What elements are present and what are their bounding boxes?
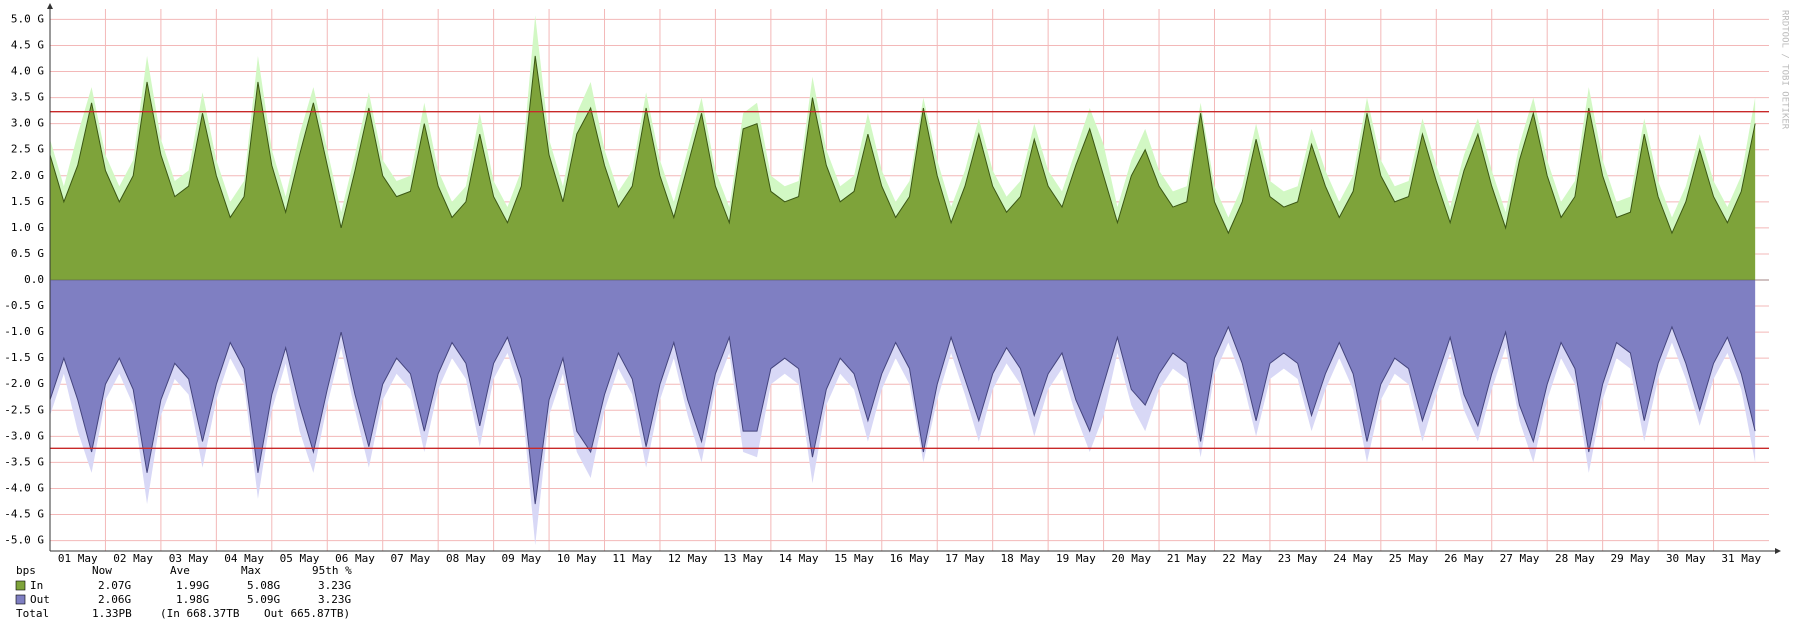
legend-swatch — [15, 580, 26, 591]
y-tick-label: 2.5 G — [11, 143, 44, 156]
y-tick-label: 4.5 G — [11, 38, 44, 51]
x-tick-label: 19 May — [1056, 552, 1096, 565]
area — [50, 280, 1756, 505]
x-tick-label: 30 May — [1666, 552, 1706, 565]
y-tick-label: -0.5 G — [4, 299, 44, 312]
y-tick-label: 5.0 G — [11, 12, 44, 25]
y-tick-label: 3.0 G — [11, 117, 44, 130]
legend-value: 5.09G — [247, 593, 280, 606]
legend-total: 1.33PB — [92, 607, 132, 620]
y-tick-label: -3.0 G — [4, 429, 44, 442]
y-axis-arrow — [47, 3, 53, 9]
legend-header: Ave — [170, 564, 190, 577]
legend-header: Max — [241, 564, 261, 577]
x-tick-label: 13 May — [723, 552, 763, 565]
x-tick-label: 03 May — [169, 552, 209, 565]
x-tick-label: 24 May — [1333, 552, 1373, 565]
x-tick-label: 20 May — [1111, 552, 1151, 565]
x-tick-label: 14 May — [779, 552, 819, 565]
y-tick-label: 0.5 G — [11, 247, 44, 260]
legend-value: 3.23G — [318, 579, 351, 592]
legend-total: Total — [16, 607, 49, 620]
y-tick-label: -3.5 G — [4, 455, 44, 468]
y-tick-label: -5.0 G — [4, 534, 44, 547]
x-tick-label: 08 May — [446, 552, 486, 565]
y-tick-label: -4.0 G — [4, 481, 44, 494]
legend-value: 3.23G — [318, 593, 351, 606]
legend-total: Out 665.87TB) — [264, 607, 350, 620]
legend-header: bps — [16, 564, 36, 577]
y-tick-label: -2.0 G — [4, 377, 44, 390]
legend-header: 95th % — [312, 564, 352, 577]
x-tick-label: 23 May — [1278, 552, 1318, 565]
x-tick-label: 04 May — [224, 552, 264, 565]
legend-value: 5.08G — [247, 579, 280, 592]
legend-label: In — [30, 579, 43, 592]
x-tick-label: 18 May — [1001, 552, 1041, 565]
x-tick-label: 21 May — [1167, 552, 1207, 565]
x-tick-label: 17 May — [945, 552, 985, 565]
legend-value: 1.98G — [176, 593, 209, 606]
x-tick-label: 01 May — [58, 552, 98, 565]
watermark: RRDTOOL / TOBI OETIKER — [1780, 10, 1790, 130]
x-tick-label: 09 May — [501, 552, 541, 565]
x-tick-label: 02 May — [113, 552, 153, 565]
area — [50, 55, 1756, 281]
y-tick-label: 0.0 — [24, 273, 44, 286]
x-tick-label: 06 May — [335, 552, 375, 565]
x-tick-label: 26 May — [1444, 552, 1484, 565]
x-tick-label: 10 May — [557, 552, 597, 565]
x-tick-label: 15 May — [834, 552, 874, 565]
x-tick-label: 29 May — [1610, 552, 1650, 565]
y-tick-label: 1.5 G — [11, 195, 44, 208]
y-tick-label: -4.5 G — [4, 508, 44, 521]
x-tick-label: 05 May — [280, 552, 320, 565]
legend-value: 2.06G — [98, 593, 131, 606]
y-tick-label: -2.5 G — [4, 403, 44, 416]
y-tick-label: -1.0 G — [4, 325, 44, 338]
x-tick-label: 22 May — [1222, 552, 1262, 565]
legend-label: Out — [30, 593, 50, 606]
x-tick-label: 12 May — [668, 552, 708, 565]
x-tick-label: 28 May — [1555, 552, 1595, 565]
x-tick-label: 07 May — [391, 552, 431, 565]
legend-swatch — [15, 594, 26, 605]
x-tick-label: 31 May — [1721, 552, 1761, 565]
legend-total: (In 668.37TB — [160, 607, 240, 620]
x-tick-label: 16 May — [890, 552, 930, 565]
legend-value: 1.99G — [176, 579, 209, 592]
y-tick-label: 3.5 G — [11, 91, 44, 104]
legend-header: Now — [92, 564, 112, 577]
y-tick-label: 4.0 G — [11, 65, 44, 78]
y-tick-label: 2.0 G — [11, 169, 44, 182]
y-tick-label: 1.0 G — [11, 221, 44, 234]
area-edge — [49, 55, 1756, 235]
x-tick-label: 27 May — [1500, 552, 1540, 565]
y-tick-label: -1.5 G — [4, 351, 44, 364]
legend-value: 2.07G — [98, 579, 131, 592]
x-tick-label: 25 May — [1389, 552, 1429, 565]
x-tick-label: 11 May — [612, 552, 652, 565]
x-axis-arrow — [1775, 548, 1781, 554]
area-edge — [49, 325, 1756, 505]
